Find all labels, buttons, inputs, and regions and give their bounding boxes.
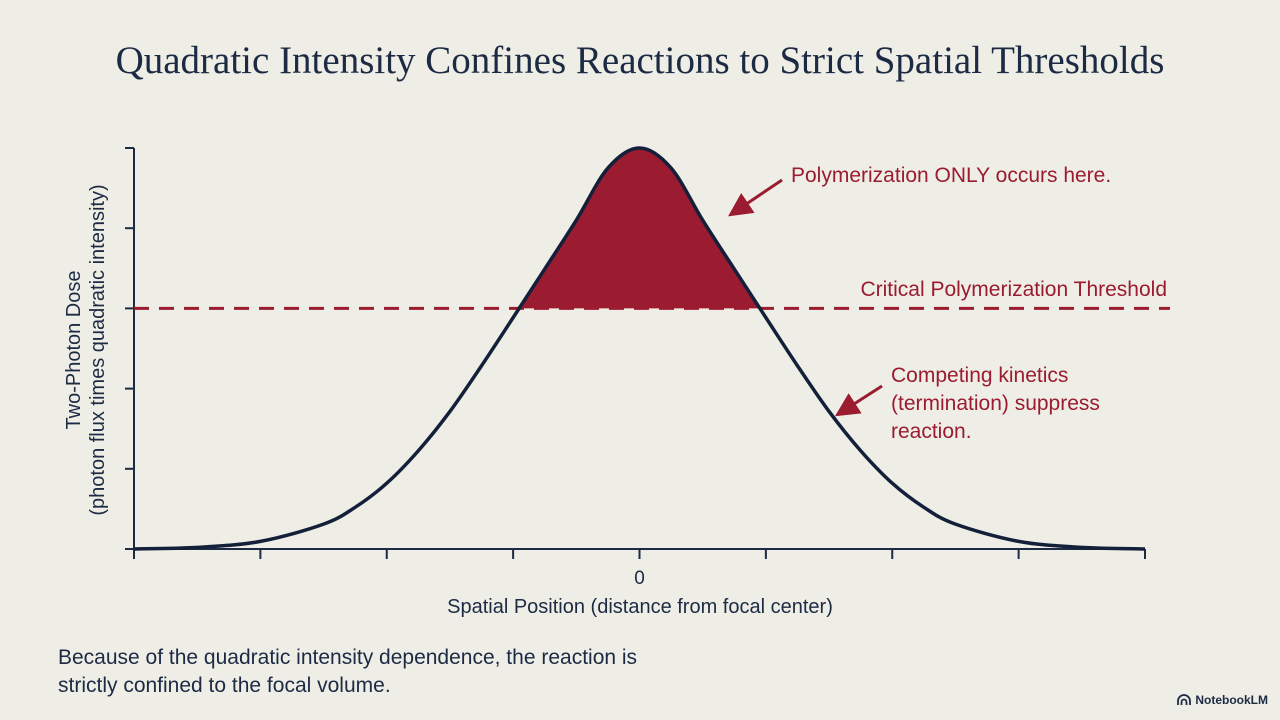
y-axis-label: Two-Photon Dose (photon flux times quadra… xyxy=(63,184,109,515)
polymerization-region xyxy=(519,148,760,309)
y-axis-label-line2: (photon flux times quadratic intensity) xyxy=(87,184,109,515)
footnote: Because of the quadratic intensity depen… xyxy=(58,646,638,697)
annotation-1: Polymerization ONLY occurs here. xyxy=(791,164,1111,187)
annotation-2-line-2: (termination) suppress xyxy=(891,392,1100,415)
x-tick-label: 0 xyxy=(634,568,645,589)
annotation-2-line-1: Competing kinetics xyxy=(891,364,1068,387)
dose-curve xyxy=(133,146,1146,551)
annotation-2-line-3: reaction. xyxy=(891,420,972,443)
annotation-arrow-1 xyxy=(728,178,783,217)
x-axis-label: Spatial Position (distance from focal ce… xyxy=(447,596,833,618)
brand-label: NotebookLM xyxy=(1195,693,1268,707)
annotation-arrow-2 xyxy=(834,384,883,417)
slide-title: Quadratic Intensity Confines Reactions t… xyxy=(115,39,1165,82)
threshold-label: Critical Polymerization Threshold xyxy=(860,278,1167,301)
brand: NotebookLM xyxy=(1177,693,1268,707)
y-axis-label-line1: Two-Photon Dose xyxy=(63,271,85,430)
notebooklm-logo-icon xyxy=(1177,694,1192,705)
